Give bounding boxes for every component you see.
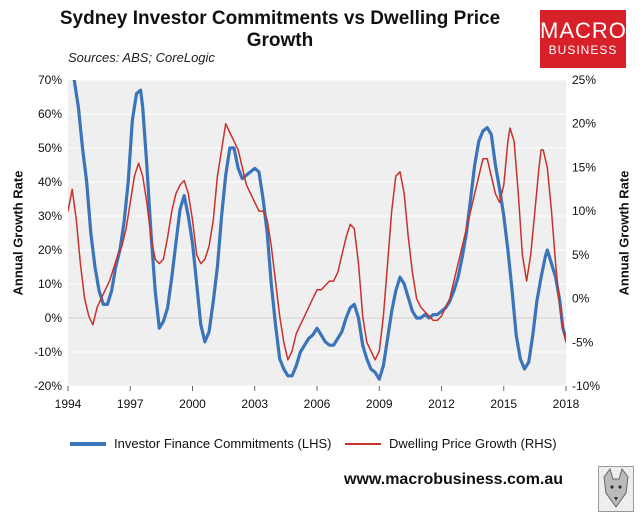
- legend-item-investor: Investor Finance Commitments (LHS): [70, 436, 331, 451]
- y-tick-label-right: -5%: [572, 335, 594, 349]
- y-tick-label-left: 20%: [38, 243, 62, 257]
- y-tick-label-right: 0%: [572, 292, 590, 306]
- x-tick-label: 2003: [241, 397, 268, 411]
- y-tick-label-left: 0%: [45, 311, 63, 325]
- series-line-investor-finance: [72, 80, 566, 381]
- y-tick-label-left: -10%: [34, 345, 62, 359]
- x-tick-label: 2018: [553, 397, 580, 411]
- wolf-icon: [598, 466, 634, 512]
- legend-label-price: Dwelling Price Growth (RHS): [389, 436, 557, 451]
- legend: Investor Finance Commitments (LHS) Dwell…: [60, 436, 580, 456]
- chart-title: Sydney Investor Commitments vs Dwelling …: [59, 8, 501, 51]
- legend-swatch-investor: [70, 441, 106, 446]
- y-tick-label-left: 10%: [38, 277, 62, 291]
- legend-item-price: Dwelling Price Growth (RHS): [345, 436, 557, 451]
- y-tick-label-right: 10%: [572, 204, 596, 218]
- y-tick-label-right: -10%: [572, 379, 600, 393]
- x-tick-label: 1994: [55, 397, 82, 411]
- y-tick-label-left: 30%: [38, 209, 62, 223]
- x-tick-label: 2006: [304, 397, 331, 411]
- y-tick-label-left: 70%: [38, 73, 62, 87]
- y-tick-label-right: 25%: [572, 73, 596, 87]
- logo-line-1: MACRO: [540, 18, 627, 43]
- series-line-dwelling-price: [68, 122, 566, 361]
- x-tick-label: 2009: [366, 397, 393, 411]
- legend-label-investor: Investor Finance Commitments (LHS): [114, 436, 332, 451]
- y-tick-label-left: -20%: [34, 379, 62, 393]
- x-tick-label: 2000: [179, 397, 206, 411]
- y-tick-label-right: 15%: [572, 160, 596, 174]
- y-tick-label-left: 60%: [38, 107, 62, 121]
- y-tick-label-right: 5%: [572, 248, 590, 262]
- y-tick-label-left: 40%: [38, 175, 62, 189]
- legend-swatch-price: [345, 442, 381, 445]
- website-url: www.macrobusiness.com.au: [344, 471, 564, 488]
- y-tick-label-left: 50%: [38, 141, 62, 155]
- x-tick-label: 2015: [490, 397, 517, 411]
- x-tick-label: 2012: [428, 397, 455, 411]
- y-tick-label-right: 20%: [572, 117, 596, 131]
- x-tick-label: 1997: [117, 397, 144, 411]
- macrobusiness-logo: MACRO BUSINESS: [540, 10, 626, 68]
- logo-line-2: BUSINESS: [548, 43, 618, 57]
- sources-note: Sources: ABS; CoreLogic: [68, 50, 215, 65]
